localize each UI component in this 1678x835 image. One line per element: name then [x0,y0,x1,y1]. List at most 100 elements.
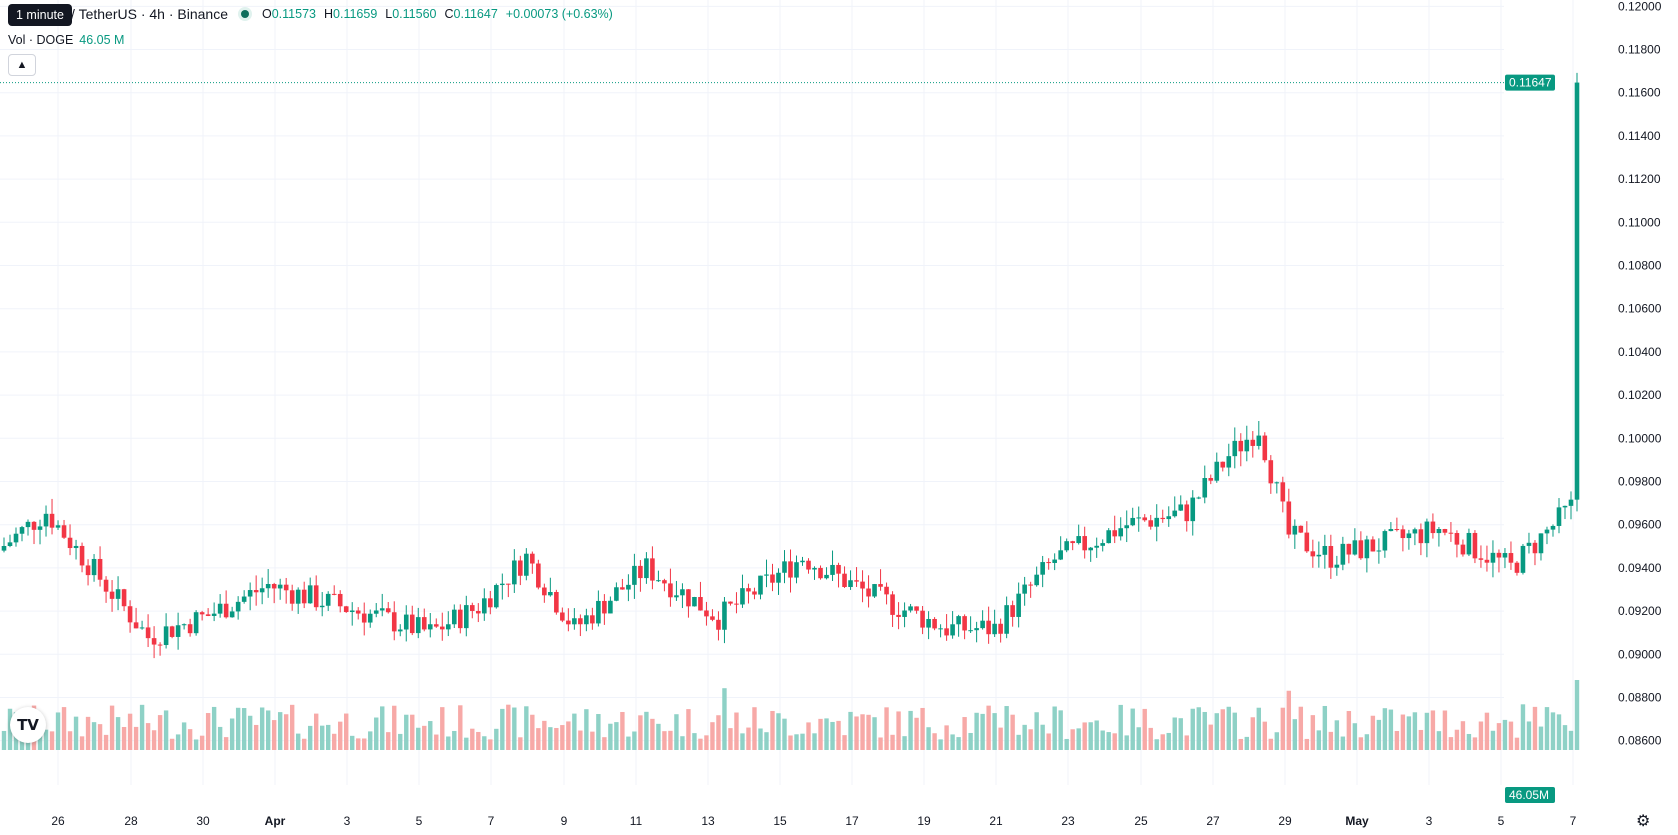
volume-bar [1274,732,1280,750]
volume-bar [37,732,43,750]
candle-body [373,610,379,614]
candle-body [704,610,709,617]
tradingview-logo-icon[interactable]: TV [10,707,46,743]
candle-body [79,545,85,566]
candle-body [596,600,601,624]
volume-bar [740,733,745,750]
x-tick-label: 23 [1061,814,1075,828]
volume-bar [277,712,283,750]
candle-body [1220,461,1226,468]
volume-pill-value: 46.05M [1509,788,1549,802]
volume-bar [512,707,517,750]
candle-body [181,624,187,626]
volume-bar [1,730,7,750]
candle-body [1400,529,1406,539]
candle-body [1028,584,1033,586]
volume-bar [1418,729,1424,750]
candle-body [1316,554,1322,557]
volume-bar [127,713,133,750]
volume-bar [1136,727,1141,750]
candle-body [391,612,397,632]
volume-bar [1250,717,1255,750]
candle-body [97,558,103,580]
candle-body [1478,558,1484,560]
candle-body [734,603,739,605]
volume-bar [1166,732,1171,750]
candle-body [1130,517,1136,526]
y-tick-label: 0.10000 [1618,431,1662,445]
volume-bar [1364,734,1370,750]
candle-body [1556,507,1562,526]
volume-bar [121,726,127,750]
candle-body [806,560,811,570]
x-tick-label: 13 [701,814,715,828]
volume-bar [175,734,181,750]
volume-bar [1076,728,1081,750]
candle-body [25,521,31,528]
candle-body [1154,517,1160,527]
volume-bar [542,720,547,750]
volume-bar [1058,710,1063,750]
volume-bar [295,733,301,750]
volume-bar [1502,719,1508,750]
volume-bar [67,731,73,750]
candle-body [1526,542,1532,546]
candle-body [1046,562,1051,564]
candle-body [241,596,247,602]
candle-body [1376,550,1382,552]
candle-body [656,580,661,582]
candle-body [1022,584,1027,594]
candle-body [85,565,91,576]
candle-body [1568,499,1574,506]
candle-body [337,593,343,607]
volume-bar [1178,718,1183,750]
candle-body [1364,539,1370,559]
candle-body [800,560,805,563]
volume-bar [452,730,457,750]
candle-body [343,606,349,613]
volume-bar [181,722,187,750]
candle-body [902,610,907,617]
x-tick-label: 7 [488,814,495,828]
candle-body [1178,504,1184,511]
volume-bar [380,706,385,750]
candle-body [1454,533,1460,545]
volume-bar [73,716,79,750]
candle-body [157,644,163,646]
candle-body [572,618,577,625]
volume-bar [1520,704,1526,750]
volume-value: 46.05 M [79,33,125,47]
candle-body [175,625,181,637]
candle-body [668,583,673,598]
volume-bar [1148,727,1153,750]
volume-bar [223,737,229,750]
volume-bar [902,736,907,750]
candle-body [199,612,205,615]
volume-bar [289,704,295,750]
candle-body [584,615,589,625]
volume-bar [638,715,643,750]
volume-bar [1220,709,1225,750]
volume-bar [1394,730,1400,750]
volume-bar [1370,715,1376,750]
volume-bar [938,739,943,750]
candle-body [542,587,547,596]
candle-body [277,584,283,589]
volume-bar [566,721,571,750]
candle-body [878,584,883,587]
candle-body [1142,517,1148,521]
collapse-legend-button[interactable]: ▲ [8,54,36,76]
market-status-icon[interactable] [237,7,252,21]
volume-bar [866,714,871,750]
candle-body [55,525,61,528]
candle-body [1124,525,1130,529]
volume-bar [91,722,97,750]
candle-body [259,588,265,593]
volume-bar [362,738,367,750]
candle-body [1394,529,1400,531]
candle-body [1274,482,1280,484]
candle-body [463,605,469,629]
settings-icon[interactable]: ⚙ [1636,813,1651,830]
candle-body [61,525,67,538]
